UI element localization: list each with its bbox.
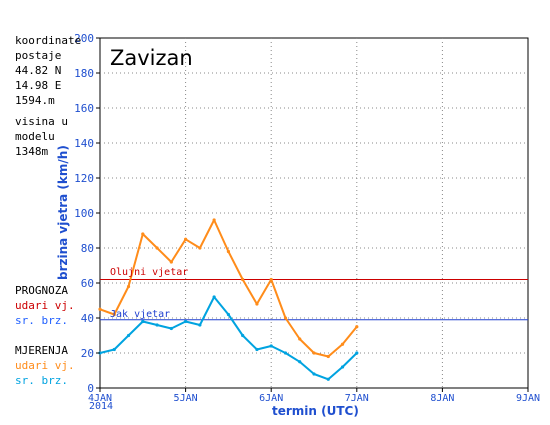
data-point	[269, 344, 273, 348]
data-point	[155, 246, 159, 250]
y-tick-label: 0	[87, 382, 94, 395]
legend-obs-title: MJERENJA	[15, 344, 68, 357]
station-postaje-label: postaje	[15, 49, 62, 62]
grid	[100, 38, 528, 388]
data-point	[198, 323, 202, 327]
ref-line-label-storm: Olujni vjetar	[110, 267, 189, 278]
series-layer	[98, 218, 359, 381]
reference-lines	[100, 279, 528, 321]
y-ticks: 0 20 40 60 80 100 120 140 160 180 200	[74, 32, 100, 395]
data-point	[184, 237, 188, 241]
model-label-1: visina u	[15, 115, 68, 128]
x-tick-label: 4JAN	[88, 393, 112, 404]
y-tick-label: 200	[74, 32, 94, 45]
data-point	[169, 260, 173, 264]
data-point	[169, 326, 173, 331]
data-point	[212, 218, 216, 222]
y-axis-label: brzina vjetra (km/h)	[56, 145, 70, 280]
legend-obs-gust: udari vj.	[15, 359, 75, 372]
data-point	[141, 319, 145, 324]
x-tick-label: 8JAN	[430, 393, 454, 404]
x-tick-label: 9JAN	[516, 393, 540, 404]
x-tick-label: 5JAN	[174, 393, 198, 404]
legend-forecast-mean: sr. brz.	[15, 314, 68, 327]
x-tick-label: 6JAN	[259, 393, 283, 404]
legend-forecast-title: PROGNOZA	[15, 284, 68, 297]
y-tick-label: 120	[74, 172, 94, 185]
year-label: 2014	[89, 401, 114, 412]
y-tick-label: 20	[81, 347, 94, 360]
data-point	[355, 351, 359, 355]
data-point	[255, 302, 259, 306]
chart-title: Zavizan	[110, 46, 193, 70]
data-point	[241, 333, 245, 338]
y-tick-label: 60	[81, 277, 94, 290]
data-point	[355, 325, 359, 329]
data-point	[112, 347, 116, 352]
data-point	[326, 354, 330, 359]
data-point	[184, 319, 188, 324]
data-point	[312, 372, 316, 376]
data-point	[155, 323, 159, 327]
station-coord-label: koordinate	[15, 34, 82, 47]
y-tick-label: 80	[81, 242, 94, 255]
model-height: 1348m	[15, 145, 49, 158]
x-axis-label: termin (UTC)	[272, 404, 359, 418]
y-tick-label: 180	[74, 67, 94, 80]
legend-obs-mean: sr. brz.	[15, 374, 68, 387]
data-point	[141, 232, 145, 236]
station-lat: 44.82 N	[15, 64, 62, 77]
y-tick-label: 160	[74, 102, 94, 115]
model-label-2: modelu	[15, 130, 55, 143]
legend-forecast-gust: udari vj.	[15, 299, 75, 312]
data-point	[126, 333, 131, 338]
x-ticks: 4JAN 5JAN 6JAN 7JAN 8JAN 9JAN	[88, 388, 540, 404]
y-tick-label: 140	[74, 137, 94, 150]
data-point	[112, 312, 116, 317]
data-point	[226, 249, 230, 254]
y-tick-label: 40	[81, 312, 94, 325]
ref-line-label-strong: Jak vjetar	[110, 309, 171, 320]
data-point	[340, 365, 345, 369]
data-point	[212, 295, 216, 299]
series-line	[99, 219, 358, 358]
station-lon: 14.98 E	[15, 79, 62, 92]
data-point	[255, 347, 259, 352]
data-point	[326, 377, 330, 381]
data-point	[269, 277, 273, 282]
station-elevation: 1594.m	[15, 94, 55, 107]
data-point	[298, 360, 302, 364]
data-point	[126, 284, 131, 289]
data-point	[226, 312, 230, 317]
data-point	[298, 337, 302, 341]
x-tick-label: 7JAN	[345, 393, 369, 404]
data-point	[283, 316, 288, 320]
data-point	[198, 246, 202, 250]
data-point	[241, 277, 245, 282]
data-point	[312, 351, 316, 355]
data-point	[98, 307, 102, 311]
y-tick-label: 100	[74, 207, 94, 220]
data-point	[340, 342, 345, 346]
data-point	[283, 351, 288, 355]
